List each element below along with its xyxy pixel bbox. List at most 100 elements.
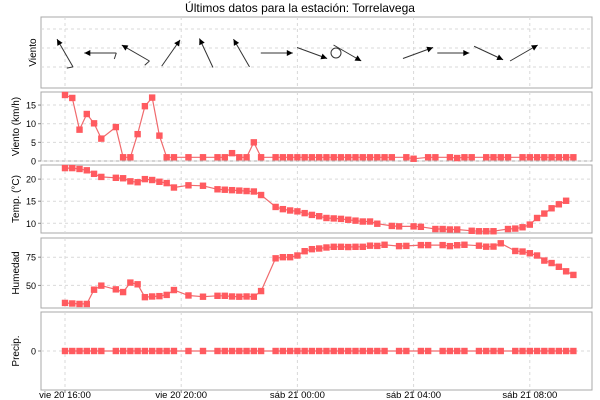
data-point [359, 347, 366, 355]
data-point [112, 347, 120, 355]
data-point [453, 347, 461, 355]
data-point [272, 347, 279, 355]
data-point [468, 154, 475, 161]
data-point [461, 154, 468, 161]
data-point [243, 293, 250, 300]
data-point [76, 347, 83, 355]
y-tick-label: 20 [26, 175, 36, 185]
panel-precipitaci-n: Precip. 0 [11, 311, 593, 391]
data-point [156, 178, 163, 185]
x-tick-label: vie 20 20:00 [155, 390, 207, 400]
data-point [439, 225, 446, 233]
data-point [83, 300, 90, 308]
data-point [119, 175, 127, 182]
data-point [228, 149, 236, 157]
data-point [417, 347, 425, 355]
data-point [446, 347, 454, 355]
data-point [76, 165, 83, 173]
data-point [381, 154, 388, 161]
data-point [294, 208, 301, 215]
y-tick-label: 0 [31, 347, 36, 357]
data-point [483, 154, 490, 161]
data-point [388, 222, 396, 230]
data-point [490, 347, 497, 355]
data-point [461, 241, 468, 248]
data-point [366, 154, 374, 161]
data-point [381, 241, 388, 248]
data-point [555, 154, 563, 161]
data-point [533, 214, 541, 222]
data-point [286, 347, 294, 355]
data-point [279, 347, 287, 355]
data-point [562, 347, 570, 355]
wind-arrow-icon [333, 44, 362, 62]
data-point [315, 213, 323, 220]
data-point [199, 182, 207, 189]
data-point [127, 154, 134, 161]
chart-title: Últimos datos para la estación: Torrelav… [185, 1, 415, 15]
y-axis-label: Precip. [11, 335, 22, 366]
data-point [541, 347, 548, 355]
wind-arrow-icon [161, 39, 181, 67]
data-point [366, 218, 374, 225]
data-point [359, 243, 366, 251]
data-point [359, 218, 366, 225]
data-point [526, 154, 533, 161]
data-point [141, 293, 149, 301]
data-point [308, 154, 316, 161]
data-point [221, 154, 228, 161]
data-point [519, 154, 526, 161]
data-point [286, 154, 294, 161]
data-point [61, 347, 69, 355]
data-point [228, 293, 236, 300]
data-point [221, 292, 228, 300]
x-tick-label: sáb 21 04:00 [386, 390, 441, 400]
data-point [141, 102, 149, 110]
data-point [345, 347, 352, 355]
data-point [519, 347, 526, 355]
data-point [330, 347, 337, 355]
data-point [112, 286, 120, 293]
data-point [490, 154, 497, 161]
data-point [228, 186, 236, 194]
data-point [98, 282, 105, 289]
data-point [453, 242, 461, 249]
data-point [214, 292, 221, 300]
panel-temperatura: Temp. (°C) 10 15 20 [11, 164, 593, 235]
data-point [61, 299, 69, 307]
data-point [345, 216, 352, 223]
data-point [294, 347, 301, 355]
data-point [337, 215, 345, 223]
data-point [214, 154, 221, 161]
data-point [497, 240, 504, 247]
panel-velocidad-viento: Viento (km/h) 0 5 10 15 [11, 91, 593, 167]
data-point [127, 347, 134, 355]
data-point [112, 174, 120, 182]
data-point [236, 154, 243, 161]
data-point [512, 247, 519, 255]
data-point [98, 173, 105, 181]
data-point [548, 154, 555, 161]
data-point [90, 170, 98, 178]
data-point [345, 154, 352, 161]
data-point [119, 347, 127, 355]
data-point [61, 164, 69, 172]
calm-circle-icon [330, 47, 342, 59]
data-point [221, 347, 228, 355]
data-point [541, 210, 548, 217]
data-point [141, 175, 149, 183]
data-point [148, 293, 156, 300]
data-point [170, 184, 178, 191]
data-point [156, 347, 163, 355]
data-point [352, 347, 359, 355]
data-point [570, 154, 577, 161]
data-point [163, 347, 170, 355]
data-point [403, 242, 410, 250]
data-point [490, 228, 497, 235]
data-point [337, 154, 345, 161]
data-point [446, 226, 454, 233]
data-point [69, 94, 76, 102]
data-point [98, 135, 105, 142]
wind-arrow-icon [56, 38, 74, 69]
data-point [548, 259, 555, 267]
